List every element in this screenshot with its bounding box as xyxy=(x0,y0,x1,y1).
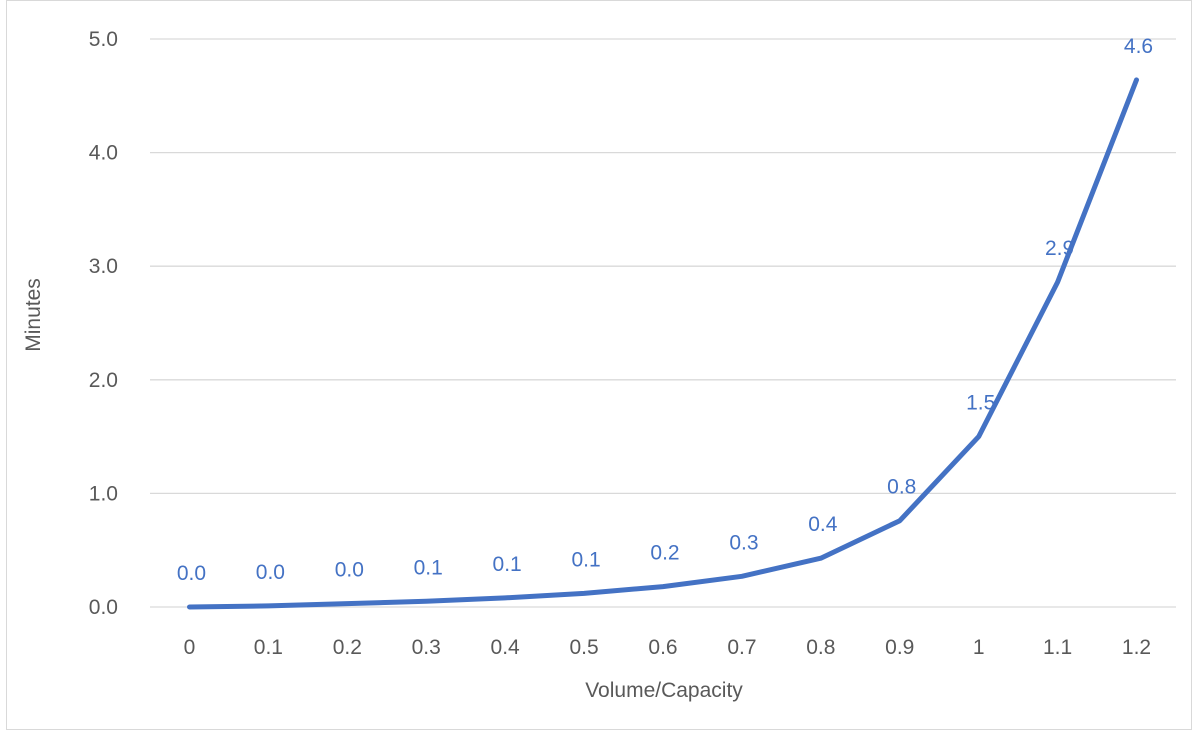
x-tick-label: 0.8 xyxy=(806,636,835,659)
y-tick-labels: 0.0 1.0 2.0 3.0 4.0 5.0 xyxy=(89,28,118,619)
data-label: 0.4 xyxy=(808,513,838,536)
data-label: 0.0 xyxy=(335,559,364,582)
x-tick-label: 0 xyxy=(184,636,196,659)
data-label: 0.1 xyxy=(493,553,522,576)
y-axis-title: Minutes xyxy=(22,278,45,352)
data-label: 0.1 xyxy=(414,556,443,579)
y-tick-label: 2.0 xyxy=(89,369,118,392)
x-tick-label: 0.2 xyxy=(333,636,362,659)
data-label: 1.5 xyxy=(966,392,995,415)
data-label: 2.9 xyxy=(1045,237,1074,260)
x-tick-labels: 0 0.1 0.2 0.3 0.4 0.5 0.6 0.7 0.8 0.9 1 1.1 1.2 xyxy=(184,636,1152,659)
data-labels: 0.0 0.0 0.0 0.1 0.1 0.1 0.2 0.3 0.4 0.8 1.5 2.9 4.6 xyxy=(177,35,1153,585)
data-label: 0.0 xyxy=(177,562,206,585)
x-tick-label: 1 xyxy=(973,636,985,659)
gridlines xyxy=(150,38,1176,608)
data-label: 0.3 xyxy=(729,531,758,554)
data-label: 0.1 xyxy=(571,548,600,571)
y-tick-label: 0.0 xyxy=(89,596,118,619)
x-tick-label: 0.1 xyxy=(254,636,283,659)
data-label: 0.2 xyxy=(650,542,679,565)
x-tick-label: 1.1 xyxy=(1043,636,1072,659)
x-tick-label: 0.5 xyxy=(569,636,598,659)
y-tick-label: 4.0 xyxy=(89,142,118,165)
x-axis-title: Volume/Capacity xyxy=(585,679,743,702)
y-tick-label: 5.0 xyxy=(89,28,118,51)
x-tick-label: 1.2 xyxy=(1122,636,1151,659)
x-tick-label: 0.4 xyxy=(491,636,521,659)
y-tick-label: 1.0 xyxy=(89,482,118,505)
series-line xyxy=(187,77,1139,610)
y-tick-label: 3.0 xyxy=(89,255,118,278)
data-label: 4.6 xyxy=(1124,35,1153,58)
data-label: 0.8 xyxy=(887,476,916,499)
x-tick-label: 0.7 xyxy=(727,636,756,659)
x-tick-label: 0.6 xyxy=(648,636,677,659)
x-tick-label: 0.9 xyxy=(885,636,914,659)
x-tick-label: 0.3 xyxy=(412,636,441,659)
data-label: 0.0 xyxy=(256,561,285,584)
